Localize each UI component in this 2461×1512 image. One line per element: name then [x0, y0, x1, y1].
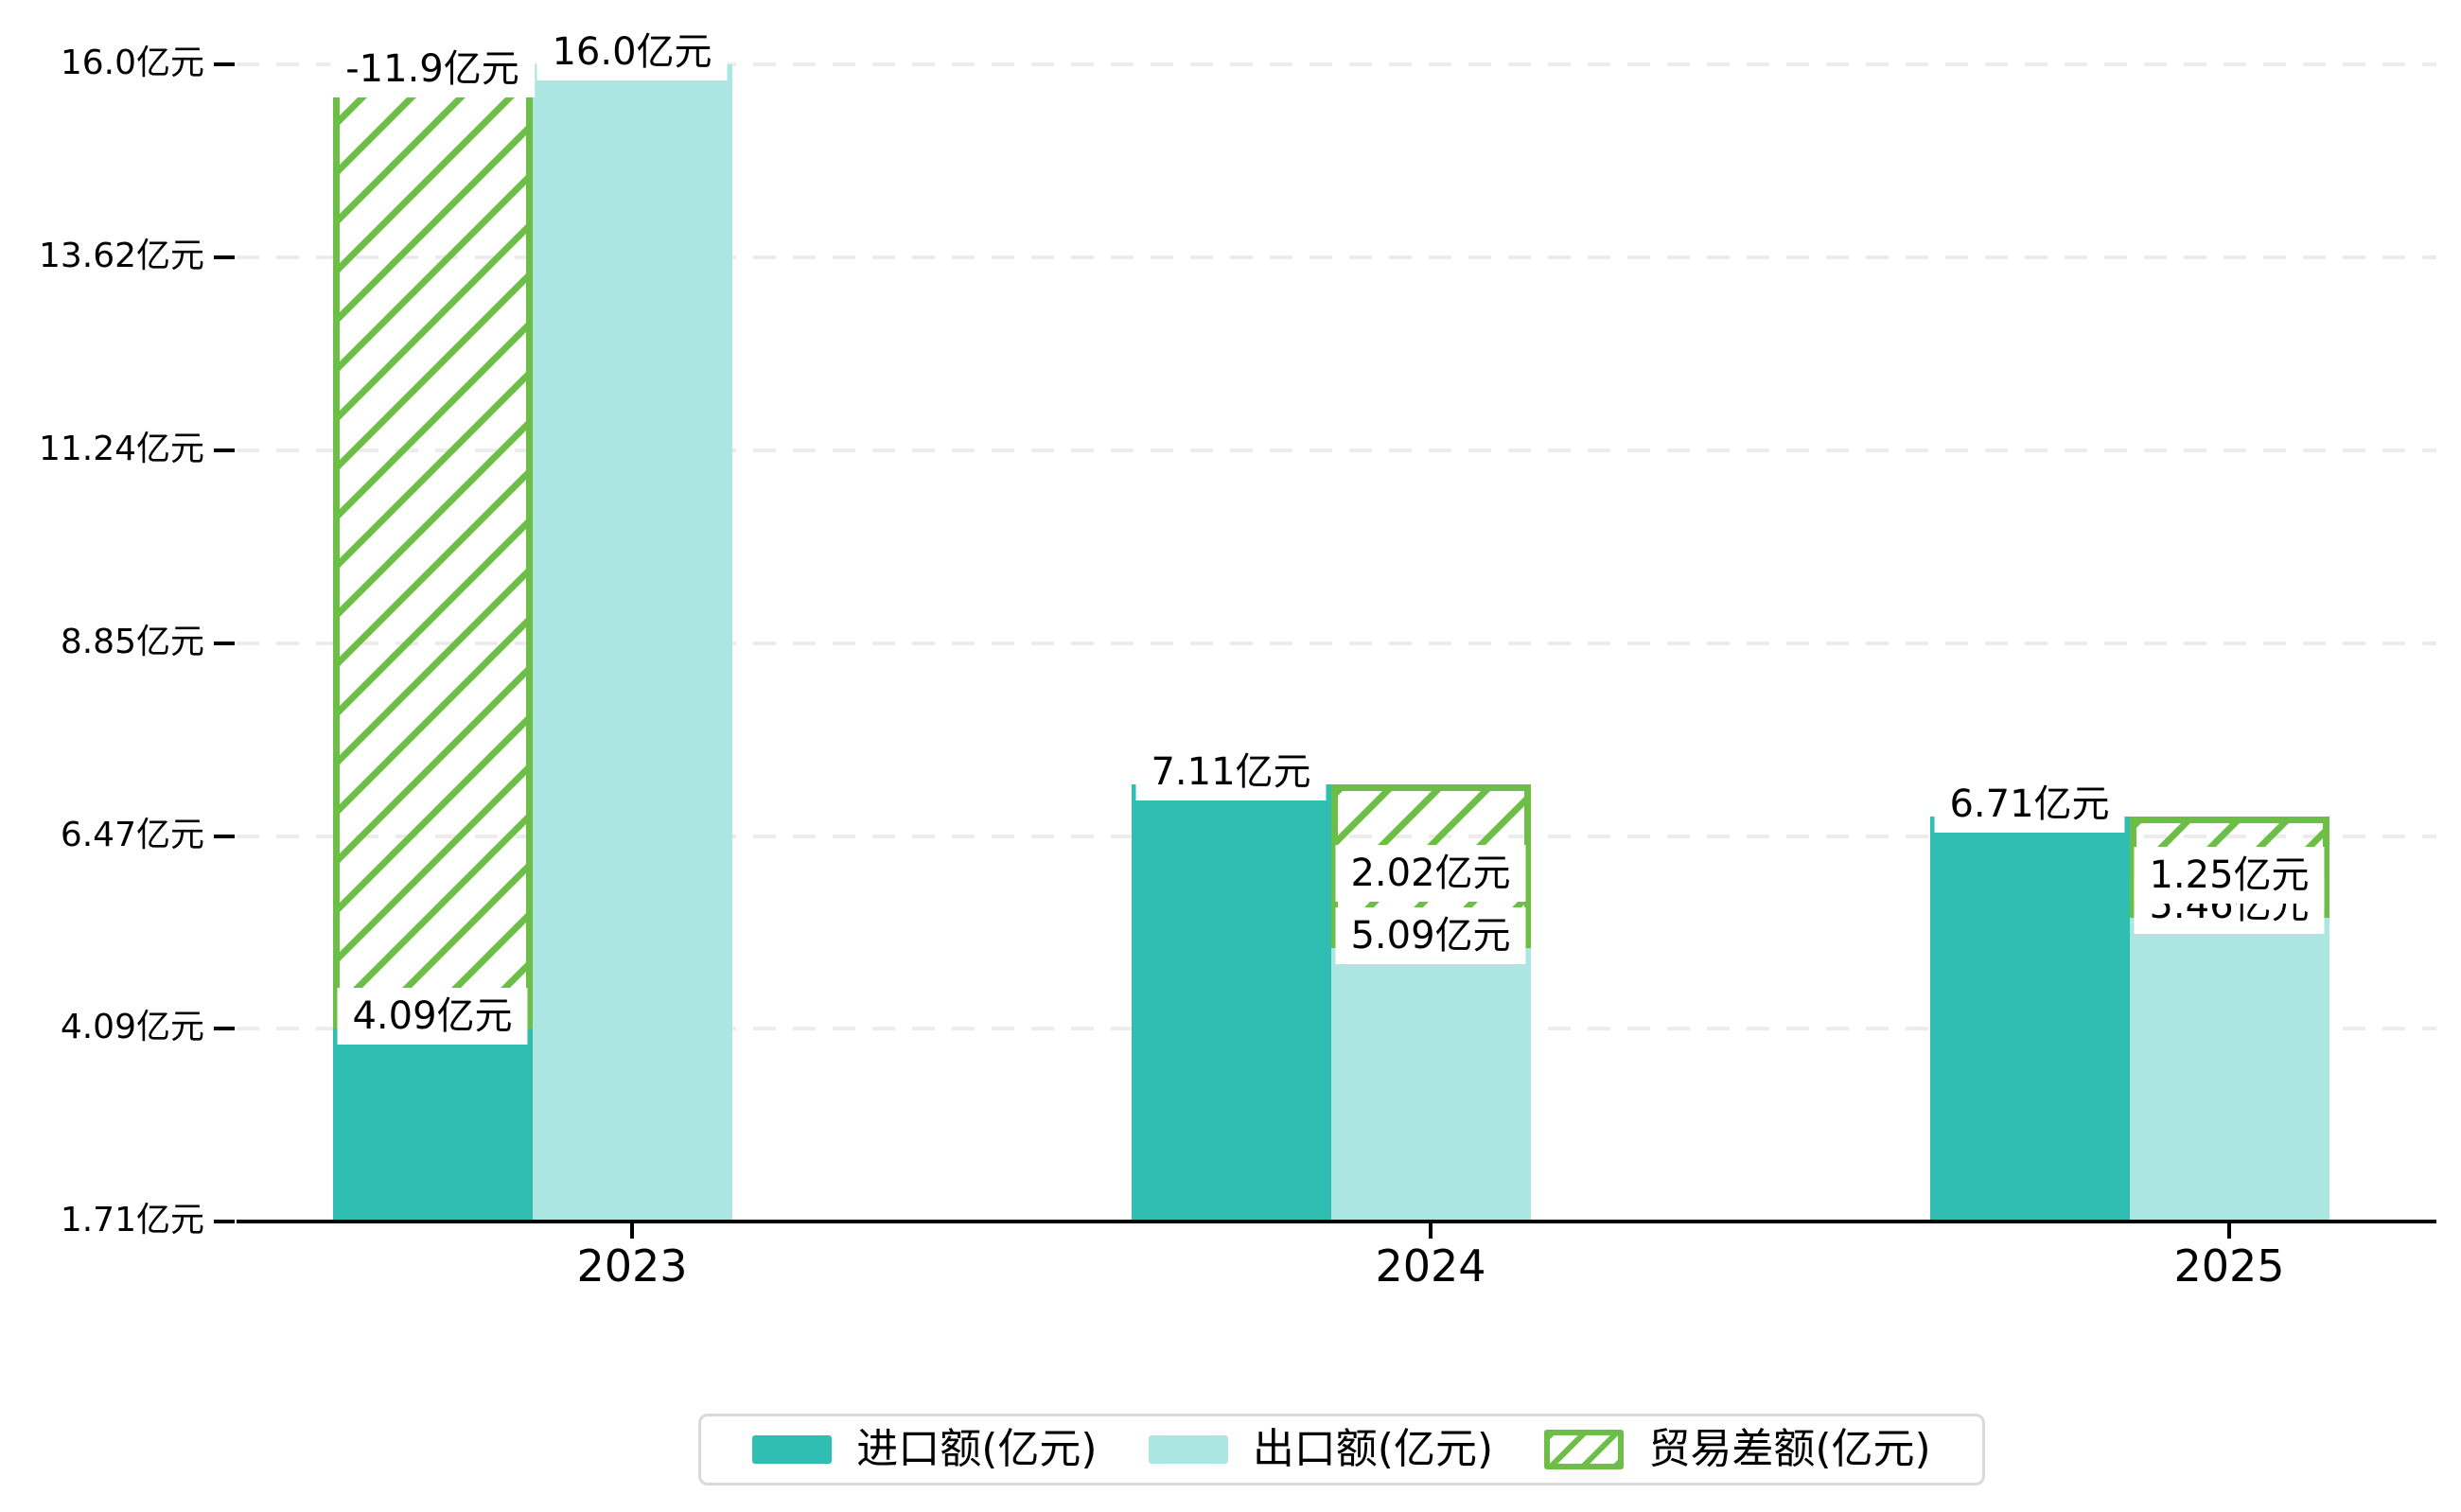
- data-label-export: 5.09亿元: [1335, 906, 1526, 964]
- legend-item-export: 出口额(亿元): [1148, 1425, 1494, 1473]
- y-axis-tick-label: 6.47亿元: [60, 815, 204, 854]
- bar-export: [532, 64, 732, 1222]
- legend: 进口额(亿元) 出口额(亿元) 贸易差额(亿元): [698, 1414, 1985, 1486]
- y-axis-tick-label: 4.09亿元: [60, 1008, 204, 1047]
- y-axis-tick: [214, 255, 235, 260]
- data-label-trade-balance: -11.9亿元: [330, 41, 535, 98]
- data-label-import: 4.09亿元: [337, 988, 528, 1046]
- legend-swatch-export: [1148, 1435, 1228, 1464]
- legend-label-import: 进口额(亿元): [856, 1425, 1098, 1473]
- x-axis-tick: [630, 1223, 634, 1239]
- bar-export: [2129, 918, 2329, 1222]
- y-axis-tick-label: 1.71亿元: [60, 1201, 204, 1239]
- data-label-import: 6.71亿元: [1934, 776, 2125, 834]
- x-axis-category-label: 2024: [1375, 1240, 1486, 1292]
- gridline: [237, 62, 2436, 67]
- bar-import: [332, 1029, 533, 1222]
- legend-label-trade-balance: 贸易差额(亿元): [1648, 1425, 1931, 1473]
- bar-trade-balance-hatch: [332, 64, 533, 1029]
- legend-item-trade-balance: 贸易差额(亿元): [1544, 1425, 1931, 1473]
- gridline: [237, 448, 2436, 452]
- legend-item-import: 进口额(亿元): [752, 1425, 1098, 1473]
- legend-swatch-import: [752, 1435, 833, 1464]
- x-axis-tick: [2227, 1223, 2231, 1239]
- x-axis-category-label: 2023: [576, 1240, 688, 1292]
- data-label-export: 16.0亿元: [536, 24, 728, 81]
- bar-export: [1330, 947, 1531, 1222]
- bar-import: [1131, 784, 1331, 1222]
- gridline: [237, 255, 2436, 260]
- x-axis-category-label: 2025: [2173, 1240, 2285, 1292]
- y-axis-tick-label: 11.24亿元: [38, 429, 204, 468]
- gridline: [237, 642, 2436, 646]
- y-axis-tick: [214, 1027, 235, 1031]
- bar-import: [1929, 817, 2130, 1222]
- data-label-trade-balance: 1.25亿元: [2134, 846, 2325, 904]
- y-axis-tick: [214, 1220, 235, 1223]
- y-axis-tick: [214, 834, 235, 838]
- x-axis-line: [237, 1220, 2436, 1223]
- x-axis-tick: [1429, 1223, 1433, 1239]
- data-label-import: 7.11亿元: [1135, 744, 1327, 801]
- hatch-pattern: [1550, 1435, 1619, 1464]
- y-axis-tick: [214, 62, 235, 67]
- hatch-pattern: [339, 71, 526, 1023]
- y-axis-tick-label: 16.0亿元: [60, 44, 204, 83]
- data-label-trade-balance: 2.02亿元: [1335, 845, 1526, 903]
- y-axis-tick: [214, 642, 235, 646]
- legend-swatch-trade-balance: [1544, 1430, 1625, 1469]
- y-axis-tick: [214, 448, 235, 452]
- y-axis-tick-label: 8.85亿元: [60, 623, 204, 662]
- y-axis-tick-label: 13.62亿元: [38, 237, 204, 276]
- legend-label-export: 出口额(亿元): [1252, 1425, 1494, 1473]
